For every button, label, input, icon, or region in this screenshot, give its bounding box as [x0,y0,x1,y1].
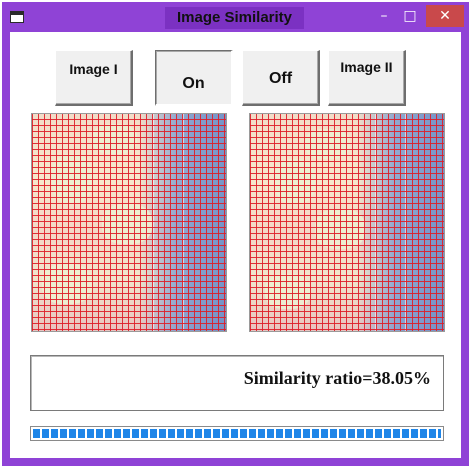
title-bar: Image Similarity – □ ✕ [2,2,469,32]
progress-fill [33,429,441,438]
window-title: Image Similarity [165,7,304,29]
progress-bar [30,426,444,441]
image-two-button[interactable]: Image II [328,50,406,106]
similarity-ratio-text: Similarity ratio=38.05% [243,368,431,388]
on-button[interactable]: On [155,50,233,106]
image-two-label: Image II [340,59,393,75]
maximize-button[interactable]: □ [403,8,417,24]
on-label: On [182,75,205,92]
close-button[interactable]: ✕ [426,5,464,27]
client-area: Image I On Off Image II [10,32,461,458]
similarity-grid-overlay [32,114,226,331]
image-one-button[interactable]: Image I [55,50,133,106]
minimize-button[interactable]: – [380,8,388,24]
similarity-grid-overlay [250,114,444,331]
system-menu-icon[interactable] [10,11,24,23]
image-one-label: Image I [69,61,118,77]
result-box: Similarity ratio=38.05% [30,355,444,411]
image-two-preview [249,113,445,332]
off-button[interactable]: Off [242,50,320,106]
off-label: Off [268,70,293,87]
image-one-preview [31,113,227,332]
